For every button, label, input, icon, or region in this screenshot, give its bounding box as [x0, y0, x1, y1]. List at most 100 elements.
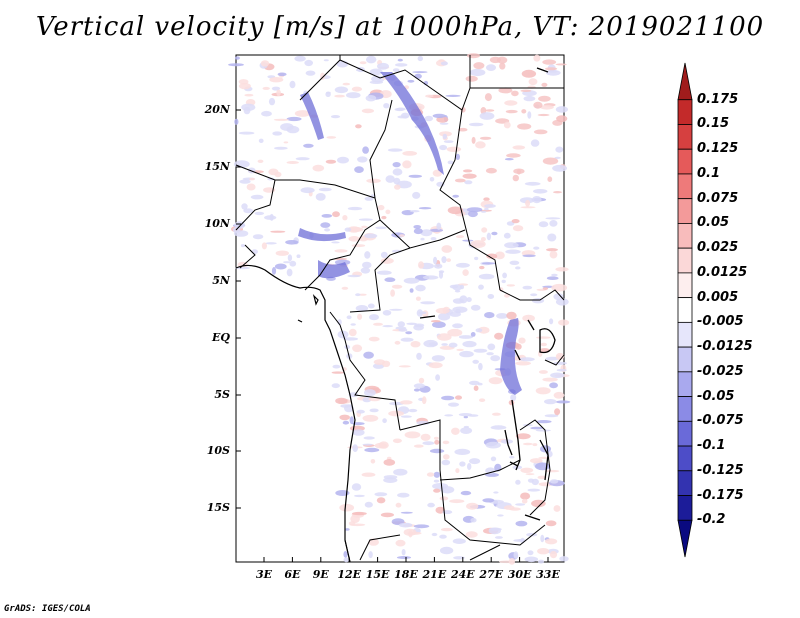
descent-patch	[454, 448, 471, 455]
descent-patch	[511, 90, 519, 97]
descent-patch	[346, 92, 361, 99]
colorbar-segment	[677, 396, 693, 422]
descent-patch	[493, 491, 499, 494]
colorbar-segment	[677, 495, 693, 521]
descent-patch	[362, 146, 369, 154]
descent-patch	[448, 342, 458, 348]
descent-patch	[406, 322, 418, 325]
ascent-patch	[342, 215, 348, 221]
descent-patch	[490, 456, 497, 462]
descent-patch	[331, 241, 340, 244]
descent-patch	[331, 383, 340, 389]
descent-patch	[490, 425, 507, 430]
descent-patch	[424, 115, 433, 122]
descent-patch	[272, 131, 283, 136]
descent-patch	[238, 131, 255, 135]
descent-patch	[318, 187, 332, 192]
descent-patch	[358, 218, 373, 221]
ascent-patch	[521, 498, 528, 504]
descent-patch	[478, 362, 483, 371]
descent-patch	[551, 273, 558, 277]
colorbar-label: 0.1	[697, 165, 721, 181]
descent-patch	[261, 110, 272, 117]
lon-label: 12E	[337, 568, 362, 581]
strong-descent-features	[298, 72, 522, 395]
descent-patch	[467, 53, 480, 59]
lon-label: 3E	[255, 568, 273, 581]
descent-patch	[324, 228, 331, 232]
coastline	[235, 264, 356, 563]
ascent-patch	[515, 361, 531, 366]
ascent-patch	[421, 396, 427, 405]
descent-patch	[481, 262, 496, 265]
descent-patch	[431, 532, 438, 537]
ascent-patch	[473, 385, 479, 392]
descent-patch	[466, 297, 472, 303]
colorbar-segment	[677, 99, 693, 125]
descent-patch	[536, 420, 552, 424]
ascent-patch	[382, 360, 391, 367]
descent-patch	[513, 168, 525, 174]
ascent-patch	[420, 433, 431, 441]
ascent-patch	[503, 505, 515, 510]
descent-patch	[412, 191, 421, 199]
ascent-patch	[246, 183, 256, 191]
descent-patch	[428, 342, 438, 347]
descent-patch	[469, 458, 481, 465]
ascent-patch	[434, 439, 440, 445]
lat-label: 20N	[204, 103, 230, 116]
descent-patch	[409, 288, 414, 293]
ascent-patch	[506, 284, 515, 287]
colorbar-segment	[677, 124, 693, 150]
descent-patch	[234, 56, 240, 60]
ascent-patch	[392, 438, 402, 444]
descent-patch	[286, 116, 302, 122]
descent-patch	[415, 284, 426, 292]
lon-label: 6E	[284, 568, 301, 581]
descent-patch	[452, 538, 466, 544]
descent-patch	[469, 68, 486, 77]
descent-patch	[510, 394, 517, 402]
descent-patch	[344, 227, 352, 232]
descent-patch	[416, 352, 422, 360]
descent-patch	[431, 355, 445, 362]
ascent-patch	[443, 454, 450, 460]
descent-patch	[392, 68, 400, 72]
descent-patch	[490, 355, 501, 362]
ascent-patch	[425, 94, 434, 98]
country-borders	[235, 55, 565, 563]
descent-patch	[538, 221, 549, 228]
colorbar-label: 0.15	[697, 116, 730, 132]
descent-patch	[347, 274, 361, 278]
ascent-patch	[361, 225, 368, 229]
descent-patch	[438, 271, 444, 279]
colorbar-label: -0.075	[697, 413, 744, 429]
descent-patch	[360, 267, 371, 274]
descent-patch	[295, 157, 310, 161]
descent-patch	[396, 556, 412, 559]
descent-patch	[547, 233, 557, 242]
ascent-patch	[334, 94, 345, 98]
descent-patch	[364, 447, 380, 453]
descent-patch	[440, 61, 448, 66]
descent-patch	[462, 239, 474, 242]
ascent-patch	[515, 433, 531, 440]
descent-patch	[549, 382, 558, 389]
colorbar-label: 0.075	[697, 190, 739, 206]
ascent-patch	[426, 472, 435, 477]
ascent-patch	[437, 333, 452, 341]
ascent-patch	[537, 548, 550, 555]
descent-patch	[258, 138, 264, 143]
descent-patch	[453, 556, 465, 560]
descent-patch	[455, 262, 470, 268]
ascent-patch	[383, 459, 396, 466]
colorbar-label: 0.0125	[697, 264, 748, 280]
descent-patch	[422, 275, 439, 280]
ascent-patch	[504, 100, 518, 106]
ascent-patch	[395, 539, 406, 547]
descent-patch	[479, 136, 492, 140]
descent-patch	[473, 62, 485, 70]
ascent-patch	[326, 136, 337, 139]
descent-patch	[487, 343, 496, 351]
